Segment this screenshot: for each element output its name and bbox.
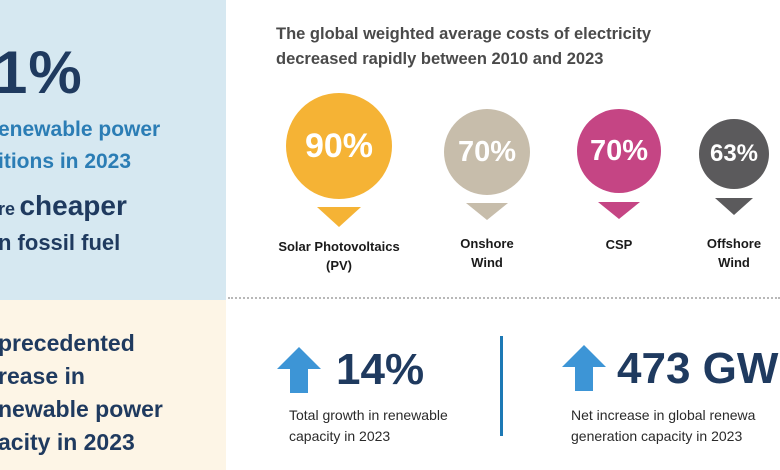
net-increase-description-line-2: generation capacity in 2023 — [571, 428, 743, 444]
pin-offshore-wind-value: 63% — [709, 140, 759, 167]
up-arrow-icon — [277, 347, 321, 393]
cheaper-line: re cheaper — [0, 190, 127, 222]
total-growth-description-line-1: Total growth in renewable — [289, 407, 448, 423]
pin-offshore-wind-pointer-icon — [715, 198, 753, 215]
pin-onshore-wind-label-line-1: Onshore — [460, 236, 514, 251]
renewable-additions-line-1: enewable power — [0, 118, 161, 141]
pin-solar-pv-value: 90% — [304, 126, 374, 165]
up-arrow-icon — [562, 345, 606, 391]
left-capacity-panel: precedented rease in newable power acity… — [0, 300, 226, 470]
net-increase-value: 473 GW — [617, 344, 779, 393]
pin-offshore-wind-label-line-1: Offshore — [706, 236, 762, 251]
cheaper-prefix: re — [0, 199, 16, 219]
pin-onshore-wind-value: 70% — [457, 135, 517, 168]
unprecedented-line-3: newable power — [0, 396, 163, 422]
pin-solar-pv-pointer-icon — [317, 207, 361, 227]
cheaper-word: cheaper — [19, 190, 127, 221]
pin-offshore-wind-circle: 63% — [699, 119, 769, 189]
headline-line-1: The global weighted average costs of ele… — [276, 25, 652, 43]
pin-csp-pointer-icon — [598, 202, 640, 219]
unprecedented-line-1: precedented — [0, 330, 135, 356]
pin-csp-value: 70% — [589, 134, 649, 167]
pin-onshore-wind-label: Onshore Wind — [437, 234, 537, 272]
pin-onshore-wind-circle: 70% — [444, 109, 530, 195]
total-growth-value: 14% — [336, 345, 425, 394]
pin-offshore-wind-label: Offshore Wind — [684, 234, 780, 272]
pin-csp-circle: 70% — [577, 109, 661, 193]
pin-onshore-wind-label-line-2: Wind — [471, 255, 503, 270]
pin-solar-pv-label-line-2: (PV) — [326, 258, 352, 273]
headline-line-2: decreased rapidly between 2010 and 2023 — [276, 50, 604, 68]
left-summary-panel: 1% enewable power itions in 2023 re chea… — [0, 0, 226, 300]
pin-csp: 70% — [577, 109, 661, 219]
pin-solar-pv: 90% — [286, 93, 392, 227]
renewable-additions-line-2: itions in 2023 — [0, 150, 132, 173]
total-growth-description: Total growth in renewable capacity in 20… — [289, 405, 448, 447]
unprecedented-line-2: rease in — [0, 363, 85, 389]
fossil-fuel-line: n fossil fuel — [0, 230, 121, 255]
pin-solar-pv-label: Solar Photovoltaics (PV) — [262, 237, 416, 275]
net-increase-description: Net increase in global renewa generation… — [571, 405, 755, 447]
pin-solar-pv-circle: 90% — [286, 93, 392, 199]
stats-divider — [500, 336, 503, 436]
pin-solar-pv-label-line-1: Solar Photovoltaics — [278, 239, 400, 254]
pin-csp-label-line-1: CSP — [605, 237, 633, 252]
pin-csp-label: CSP — [569, 235, 669, 254]
pin-offshore-wind-label-line-2: Wind — [718, 255, 750, 270]
pin-onshore-wind-pointer-icon — [466, 203, 508, 220]
cost-headline: The global weighted average costs of ele… — [276, 22, 756, 72]
pin-onshore-wind: 70% — [444, 109, 530, 220]
net-increase-description-line-1: Net increase in global renewa — [571, 407, 756, 423]
total-growth-description-line-2: capacity in 2023 — [289, 428, 391, 444]
renewable-share-value: 1% — [0, 39, 83, 106]
pin-offshore-wind: 63% — [699, 119, 769, 215]
unprecedented-line-4: acity in 2023 — [0, 429, 135, 455]
section-divider — [228, 297, 780, 299]
